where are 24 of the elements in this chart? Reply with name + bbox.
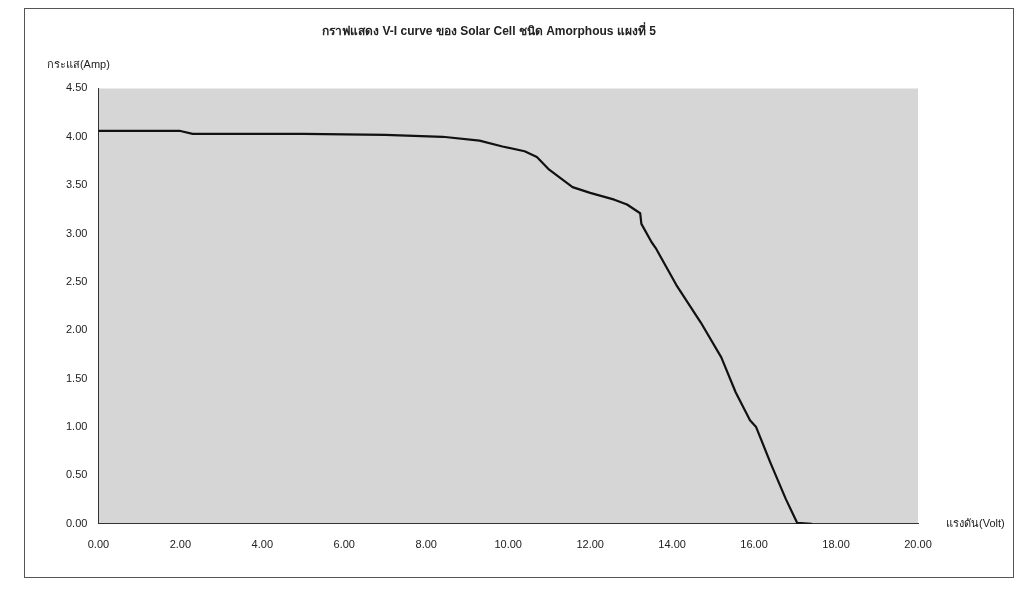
x-tick-label: 16.00 — [740, 538, 768, 551]
y-tick-label: 3.50 — [65, 178, 88, 191]
x-tick-label: 20.00 — [904, 538, 932, 551]
y-tick-label: 2.00 — [65, 323, 88, 336]
y-tick-label: 1.50 — [65, 371, 88, 384]
x-tick-label: 0.00 — [87, 538, 110, 551]
y-tick-label: 4.50 — [65, 81, 88, 94]
y-tick-label: 1.00 — [65, 420, 88, 433]
y-tick-label: 3.00 — [65, 226, 88, 239]
y-tick-label: 4.00 — [65, 129, 88, 142]
x-tick-label: 2.00 — [169, 538, 192, 551]
chart-title: กราฟแสดง V-I curve ของ Solar Cell ชนิด Amorphous แผงที่ 5 — [322, 21, 657, 38]
y-tick-label: 0.00 — [65, 516, 88, 529]
y-tick-label: 2.50 — [65, 274, 88, 287]
x-tick-label: 4.00 — [251, 538, 274, 551]
x-tick-label: 18.00 — [822, 538, 850, 551]
x-tick-label: 12.00 — [576, 538, 604, 551]
x-tick-label: 14.00 — [658, 538, 686, 551]
x-tick-label: 8.00 — [415, 538, 437, 551]
x-axis-title: แรงดัน(Volt) — [946, 516, 1005, 529]
y-tick-label: 0.50 — [65, 468, 88, 481]
y-axis-title: กระแส(Amp) — [46, 57, 110, 70]
x-tick-label: 10.00 — [494, 538, 522, 551]
x-tick-label: 6.00 — [333, 538, 355, 551]
